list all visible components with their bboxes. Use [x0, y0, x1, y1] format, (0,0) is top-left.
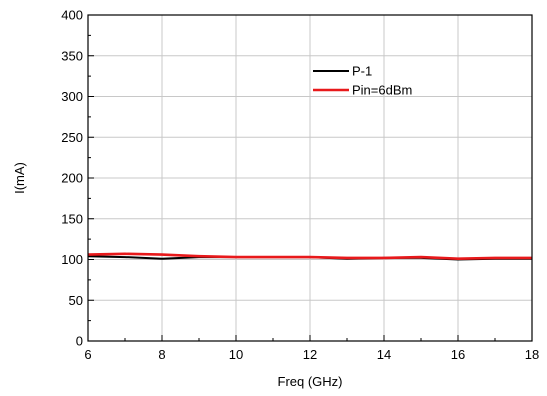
x-tick-label: 18	[525, 347, 539, 362]
y-tick-label: 150	[61, 211, 83, 226]
y-tick-label: 400	[61, 8, 83, 23]
y-tick-label: 350	[61, 48, 83, 63]
grid-lines	[88, 15, 532, 341]
x-tick-label: 6	[84, 347, 91, 362]
x-tick-label: 14	[377, 347, 391, 362]
y-tick-label: 200	[61, 171, 83, 186]
x-axis-label: Freq (GHz)	[278, 374, 343, 389]
legend-label: Pin=6dBm	[352, 83, 412, 98]
y-tick-label: 250	[61, 130, 83, 145]
series-line-2	[87, 252, 532, 261]
x-tick-label: 10	[229, 347, 243, 362]
y-axis-label: I(mA)	[12, 162, 27, 194]
x-tick-label: 8	[158, 347, 165, 362]
y-tick-label: 100	[61, 252, 83, 267]
y-tick-label: 300	[61, 89, 83, 104]
legend: P-1 Pin=6dBm	[313, 64, 412, 98]
x-tick-label: 16	[451, 347, 465, 362]
series-layer	[87, 252, 532, 261]
y-tick-label: 50	[69, 293, 83, 308]
legend-label: P-1	[352, 64, 372, 79]
y-tick-label: 0	[76, 334, 83, 349]
axis-ticks: 6 8 10 12 14 16 18 0 50 100 150 200 250 300 350 400	[61, 8, 539, 363]
x-tick-label: 12	[303, 347, 317, 362]
